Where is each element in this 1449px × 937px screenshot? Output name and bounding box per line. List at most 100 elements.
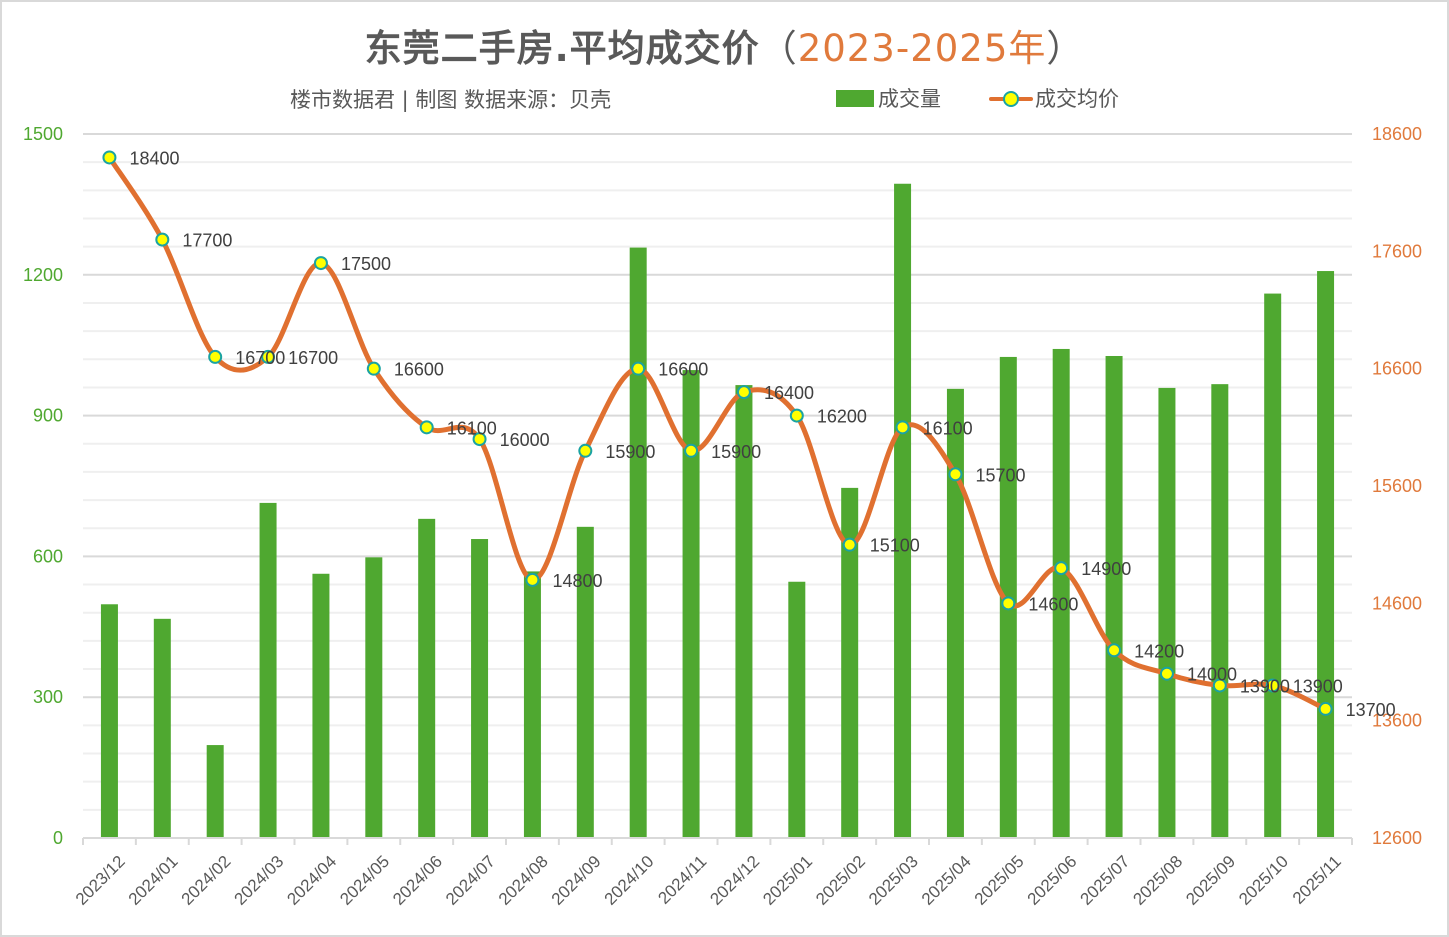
volume-bar [1052, 348, 1070, 838]
chart-legend: 成交量 成交均价 [836, 83, 1167, 113]
price-data-label: 13900 [1293, 676, 1343, 696]
x-tick-label: 2024/10 [601, 852, 658, 909]
y-right-tick-label: 15600 [1372, 476, 1422, 496]
x-tick-label: 2024/01 [125, 852, 182, 909]
y-left-tick-label: 1500 [23, 124, 63, 144]
x-tick-label: 2024/09 [548, 852, 605, 909]
volume-bars [100, 183, 1335, 839]
price-data-label: 13700 [1346, 700, 1396, 720]
x-tick-label: 2025/10 [1235, 852, 1292, 909]
volume-bar [365, 557, 383, 838]
x-tick-label: 2025/04 [918, 852, 975, 909]
price-data-label: 16600 [394, 360, 444, 380]
price-marker [1159, 666, 1174, 681]
legend-label-price: 成交均价 [1035, 87, 1119, 111]
price-data-label: 16100 [447, 418, 497, 438]
price-marker [525, 572, 540, 587]
title-main: 东莞二手房.平均成交价 [364, 27, 760, 70]
price-marker [948, 467, 963, 482]
legend-label-volume: 成交量 [878, 87, 941, 111]
price-data-label: 14900 [1081, 559, 1131, 579]
volume-bar [1105, 355, 1123, 838]
price-marker [313, 256, 328, 271]
price-data-label: 16100 [923, 418, 973, 438]
volume-bar [1211, 384, 1229, 838]
title-paren-close: ） [1046, 27, 1085, 70]
price-data-label: 16400 [764, 383, 814, 403]
x-tick-label: 2024/08 [495, 852, 552, 909]
volume-bar [841, 487, 859, 838]
y-right-tick-label: 18600 [1372, 124, 1422, 144]
volume-bar [100, 604, 118, 838]
x-tick-label: 2025/07 [1076, 852, 1133, 909]
price-marker [1212, 678, 1227, 693]
y-left-tick-label: 900 [33, 406, 63, 426]
price-marker [1107, 643, 1122, 658]
price-marker [684, 443, 699, 458]
price-marker [631, 361, 646, 376]
price-marker [578, 443, 593, 458]
legend-item-volume: 成交量 [836, 83, 941, 113]
price-data-label: 16200 [817, 407, 867, 427]
price-line [106, 154, 1329, 712]
title-years: 2023-2025年 [797, 27, 1047, 70]
price-data-label: 15900 [711, 442, 761, 462]
volume-bar [1317, 271, 1335, 839]
x-tick-label: 2024/11 [654, 852, 710, 908]
price-marker [789, 408, 804, 423]
volume-bar [523, 571, 541, 838]
price-data-label: 18400 [129, 148, 179, 168]
y-left-tick-label: 0 [53, 828, 63, 848]
x-tick-label: 2025/11 [1289, 852, 1345, 908]
volume-bar [894, 183, 912, 838]
price-marker [895, 420, 910, 435]
title-paren-open: （ [759, 27, 798, 70]
price-marker [1318, 701, 1333, 716]
price-marker [102, 150, 117, 165]
volume-bar [471, 539, 489, 838]
x-tick-label: 2025/02 [812, 852, 869, 909]
price-marker [366, 361, 381, 376]
volume-bar [312, 573, 330, 838]
y-right-tick-label: 16600 [1372, 359, 1422, 379]
y-right-tick-label: 12600 [1372, 828, 1422, 848]
x-tick-label: 2025/05 [971, 852, 1028, 909]
x-tick-label: 2025/08 [1129, 852, 1186, 909]
price-data-label: 16000 [500, 430, 550, 450]
price-marker [1265, 678, 1280, 693]
price-marker [155, 232, 170, 247]
volume-bar [946, 388, 964, 838]
volume-bar [1158, 387, 1176, 838]
price-marker [472, 432, 487, 447]
x-tick-label: 2024/12 [706, 852, 763, 909]
price-data-label: 14800 [552, 571, 602, 591]
x-tick-label: 2023/12 [72, 852, 129, 909]
price-marker [842, 537, 857, 552]
volume-bar [153, 618, 171, 838]
price-marker [261, 349, 276, 364]
price-data-label: 15100 [870, 536, 920, 556]
price-marker [208, 349, 223, 364]
y-left-tick-label: 1200 [23, 265, 63, 285]
x-tick-label: 2024/04 [283, 852, 340, 909]
price-marker [736, 385, 751, 400]
volume-bar [788, 581, 806, 838]
x-tick-label: 2024/02 [178, 852, 235, 909]
price-markers [102, 150, 1333, 716]
volume-bar [1264, 293, 1282, 838]
line-marker-swatch-icon [989, 90, 1033, 107]
gridlines [83, 133, 1352, 811]
price-data-label: 16600 [658, 360, 708, 380]
price-data-label: 16700 [235, 348, 285, 368]
x-tick-label: 2024/07 [442, 852, 499, 909]
volume-bar [629, 247, 647, 838]
price-marker [1054, 561, 1069, 576]
price-data-label: 14000 [1187, 665, 1237, 685]
price-marker [1001, 596, 1016, 611]
x-tick-label: 2025/01 [759, 852, 816, 909]
x-tick-label: 2025/03 [865, 852, 922, 909]
x-tick-label: 2024/03 [230, 852, 287, 909]
chart-title: 东莞二手房.平均成交价（2023-2025年） [0, 18, 1449, 72]
chart-subtitle: 楼市数据君 | 制图 数据来源：贝壳 [290, 88, 612, 112]
